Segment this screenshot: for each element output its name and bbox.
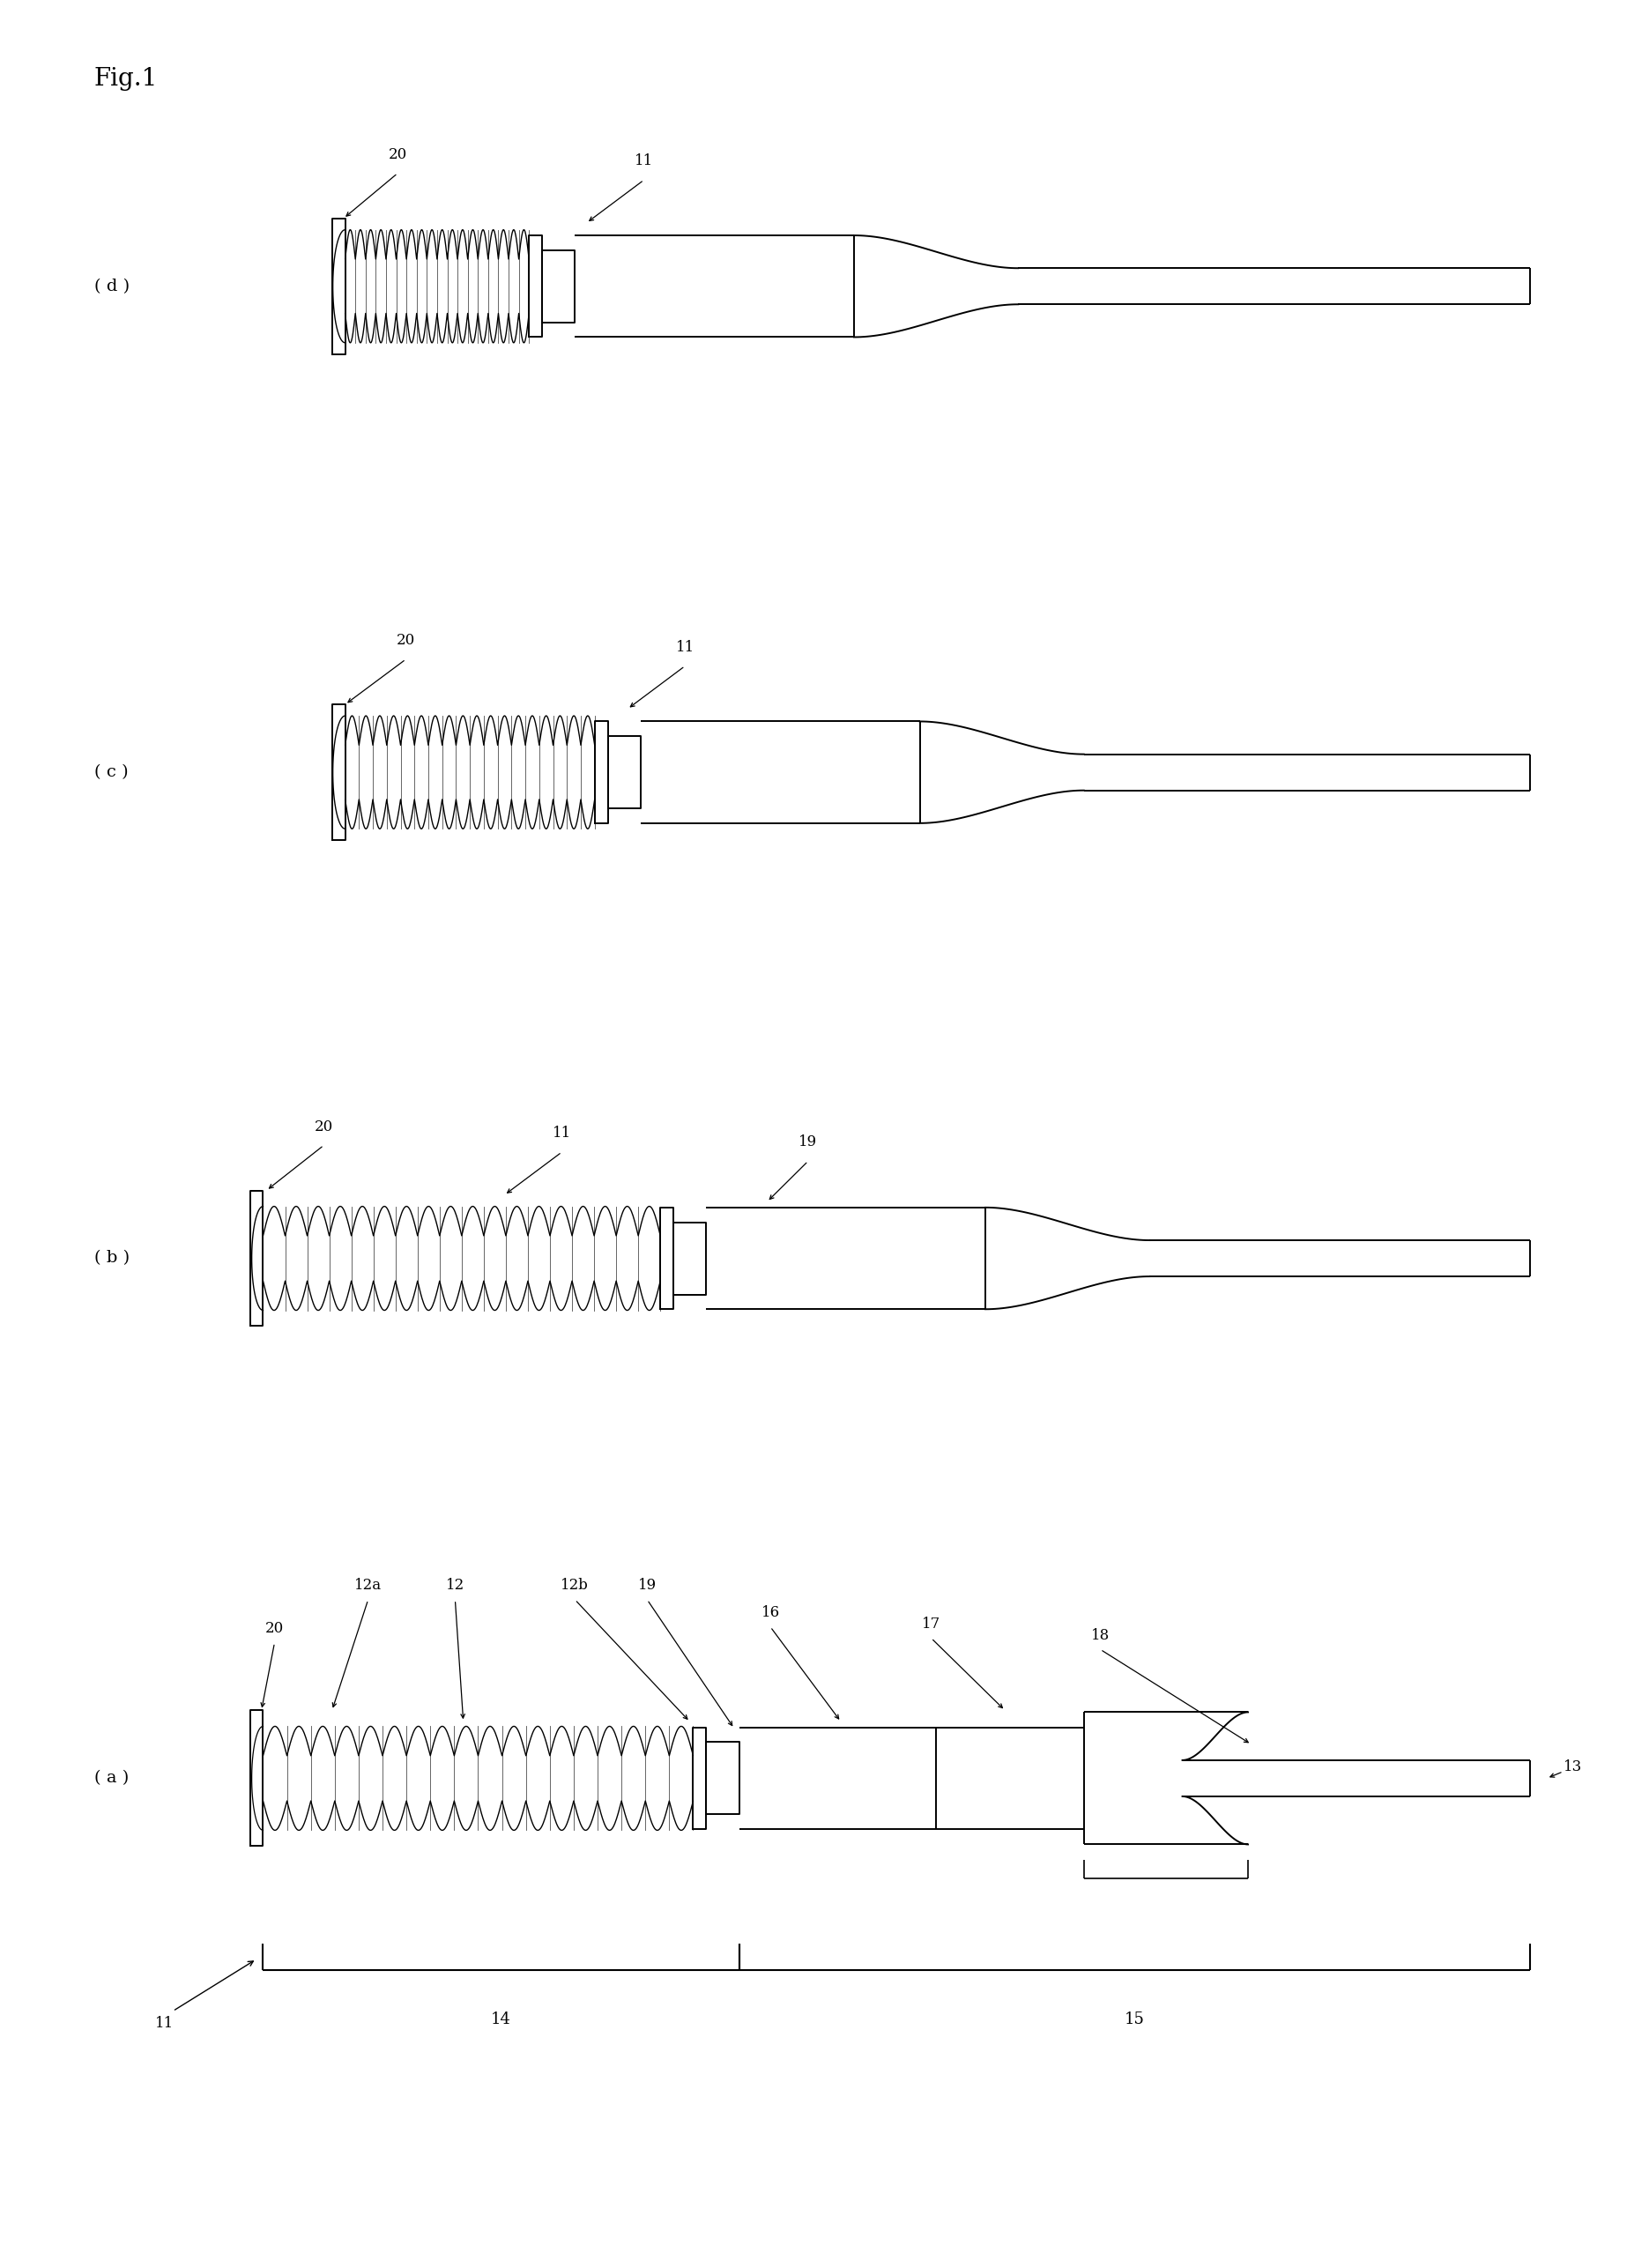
Text: Fig.1: Fig.1 bbox=[94, 68, 158, 91]
Text: 12a: 12a bbox=[355, 1579, 383, 1592]
Text: 17: 17 bbox=[922, 1617, 940, 1631]
Text: ( a ): ( a ) bbox=[94, 1771, 129, 1787]
Text: ( d ): ( d ) bbox=[94, 279, 129, 295]
Text: 13: 13 bbox=[1563, 1760, 1581, 1774]
Text: 11: 11 bbox=[676, 640, 694, 655]
Text: 20: 20 bbox=[315, 1118, 333, 1134]
Text: 11: 11 bbox=[155, 2016, 173, 2030]
Text: 12b: 12b bbox=[561, 1579, 589, 1592]
Text: 16: 16 bbox=[762, 1606, 780, 1619]
Text: ( b ): ( b ) bbox=[94, 1250, 129, 1266]
Text: 20: 20 bbox=[396, 633, 416, 649]
Text: 20: 20 bbox=[265, 1622, 284, 1635]
Text: ( c ): ( c ) bbox=[94, 764, 129, 780]
Text: 11: 11 bbox=[635, 154, 653, 168]
Text: 19: 19 bbox=[638, 1579, 656, 1592]
Text: 20: 20 bbox=[388, 147, 407, 161]
Text: 18: 18 bbox=[1092, 1628, 1110, 1642]
Text: 19: 19 bbox=[798, 1134, 818, 1150]
Text: 14: 14 bbox=[491, 2012, 511, 2028]
Text: 15: 15 bbox=[1125, 2012, 1144, 2028]
Text: 12: 12 bbox=[445, 1579, 465, 1592]
Text: 11: 11 bbox=[552, 1125, 571, 1141]
